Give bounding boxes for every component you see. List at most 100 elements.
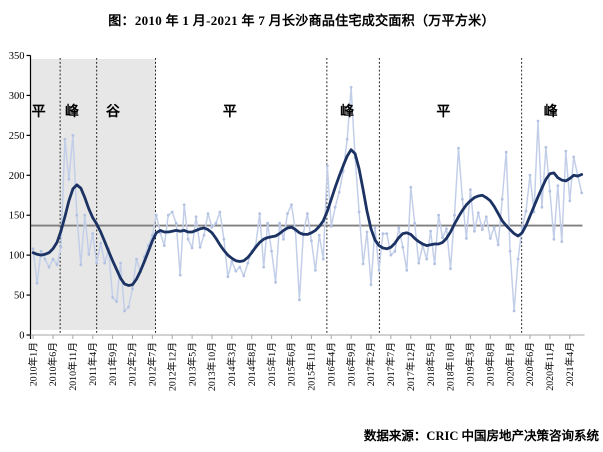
monthly-sales-area-marker — [131, 287, 134, 291]
monthly-sales-area-marker — [476, 211, 480, 215]
x-tick-label-11: 2014年8月 — [245, 342, 258, 386]
monthly-sales-area-marker — [349, 86, 353, 89]
monthly-sales-area-marker — [433, 262, 436, 266]
monthly-sales-area-marker — [417, 261, 421, 265]
monthly-sales-area-marker — [345, 137, 349, 141]
monthly-sales-area-marker — [222, 237, 226, 241]
x-tick-label-18: 2017年7月 — [384, 342, 397, 386]
monthly-sales-area-marker — [246, 261, 250, 265]
y-tick-label-250: 250 — [9, 131, 25, 142]
monthly-sales-area-marker — [286, 212, 289, 216]
y-tick-label-50: 50 — [14, 291, 25, 302]
monthly-sales-area-marker — [373, 226, 377, 230]
monthly-sales-area-marker — [556, 184, 560, 188]
monthly-sales-area-marker — [115, 300, 118, 303]
monthly-sales-area-marker — [278, 221, 281, 225]
monthly-sales-area-marker — [361, 262, 365, 266]
x-tick-label-17: 2017年2月 — [364, 342, 377, 386]
monthly-sales-area-marker — [552, 237, 556, 241]
monthly-sales-area-marker — [317, 233, 321, 237]
monthly-sales-area-marker — [170, 210, 174, 214]
phase-label-4: 平 — [223, 104, 237, 120]
monthly-sales-area-marker — [91, 232, 95, 236]
monthly-sales-area-marker — [119, 261, 122, 265]
monthly-sales-area-marker — [71, 134, 75, 137]
phase-label-3: 谷 — [106, 104, 121, 120]
y-tick-label-350: 350 — [9, 51, 25, 62]
monthly-sales-area-marker — [214, 221, 218, 225]
monthly-sales-area-marker — [190, 246, 194, 250]
x-tick-label-10: 2014年3月 — [225, 342, 238, 386]
monthly-sales-area-marker — [480, 228, 484, 232]
monthly-sales-area-marker — [135, 257, 138, 261]
monthly-sales-area-marker — [230, 260, 234, 263]
monthly-sales-area-marker — [186, 237, 190, 241]
monthly-sales-area-marker — [306, 212, 309, 216]
monthly-sales-area-marker — [357, 210, 361, 214]
monthly-sales-area-marker — [337, 190, 341, 194]
monthly-sales-area-marker — [488, 237, 492, 240]
monthly-sales-area-marker — [437, 213, 440, 217]
monthly-sales-area-marker — [166, 213, 170, 217]
monthly-sales-area-marker — [67, 177, 71, 181]
monthly-sales-area-marker — [405, 268, 409, 272]
monthly-sales-area-marker — [540, 205, 544, 209]
monthly-sales-area-marker — [79, 263, 83, 267]
monthly-sales-area-marker — [504, 150, 508, 154]
monthly-sales-area-marker — [512, 309, 516, 313]
monthly-sales-area-marker — [381, 232, 385, 236]
monthly-sales-area-marker — [103, 261, 107, 265]
monthly-sales-area-marker — [520, 225, 524, 229]
monthly-sales-area-marker — [51, 257, 55, 261]
x-tick-label-23: 2019年8月 — [483, 342, 496, 386]
x-tick-label-8: 2013年5月 — [185, 342, 198, 386]
monthly-sales-area-marker — [274, 280, 277, 284]
monthly-sales-area-marker — [544, 145, 548, 149]
monthly-sales-area-marker — [548, 189, 552, 193]
monthly-sales-area-marker — [127, 305, 130, 309]
monthly-sales-area-marker — [393, 249, 397, 253]
x-tick-label-14: 2015年11月 — [305, 342, 318, 391]
monthly-sales-area-marker — [453, 213, 456, 217]
monthly-sales-area-marker — [75, 213, 79, 217]
monthly-sales-area-marker — [210, 225, 214, 229]
monthly-sales-area-marker — [198, 245, 202, 249]
monthly-sales-area-marker — [329, 225, 333, 228]
monthly-sales-area-marker — [63, 137, 67, 141]
monthly-sales-area-marker — [95, 261, 99, 265]
phase-label-5: 峰 — [340, 103, 355, 120]
monthly-sales-area-marker — [151, 233, 154, 237]
monthly-sales-area-marker — [314, 268, 317, 272]
monthly-sales-area-marker — [572, 155, 576, 159]
monthly-sales-area-marker — [473, 229, 476, 233]
monthly-sales-area-marker — [413, 221, 417, 225]
monthly-sales-area-marker — [206, 212, 210, 216]
monthly-sales-area-marker — [282, 237, 285, 241]
monthly-sales-area-marker — [242, 274, 246, 278]
monthly-sales-area-marker — [409, 185, 413, 189]
monthly-sales-area-marker — [385, 232, 389, 236]
monthly-sales-area-marker — [325, 164, 329, 168]
monthly-sales-area-marker — [182, 203, 186, 207]
monthly-sales-area-marker — [397, 226, 401, 230]
x-tick-label-0: 2010年1月 — [26, 342, 39, 386]
monthly-sales-area-marker — [536, 119, 540, 123]
monthly-sales-area-marker — [39, 249, 43, 253]
chart-title: 图：2010 年 1 月-2021 年 7 月长沙商品住宅成交面积（万平方米） — [108, 13, 495, 28]
x-tick-label-16: 2016年9月 — [344, 342, 357, 386]
monthly-sales-area-marker — [59, 245, 63, 249]
x-tick-label-6: 2012年7月 — [146, 342, 159, 386]
monthly-sales-area-marker — [516, 257, 520, 261]
y-tick-label-100: 100 — [9, 251, 25, 262]
x-tick-label-7: 2012年12月 — [165, 342, 178, 391]
x-tick-label-25: 2020年6月 — [523, 342, 536, 386]
y-tick-label-200: 200 — [9, 171, 25, 182]
monthly-sales-area-marker — [55, 263, 59, 267]
x-tick-label-4: 2011年9月 — [106, 342, 119, 386]
x-tick-label-27: 2021年4月 — [563, 342, 576, 386]
monthly-sales-area-marker — [469, 188, 472, 192]
x-tick-label-26: 2020年11月 — [543, 342, 556, 391]
monthly-sales-area-marker — [194, 215, 198, 219]
monthly-sales-area-marker — [389, 253, 393, 257]
